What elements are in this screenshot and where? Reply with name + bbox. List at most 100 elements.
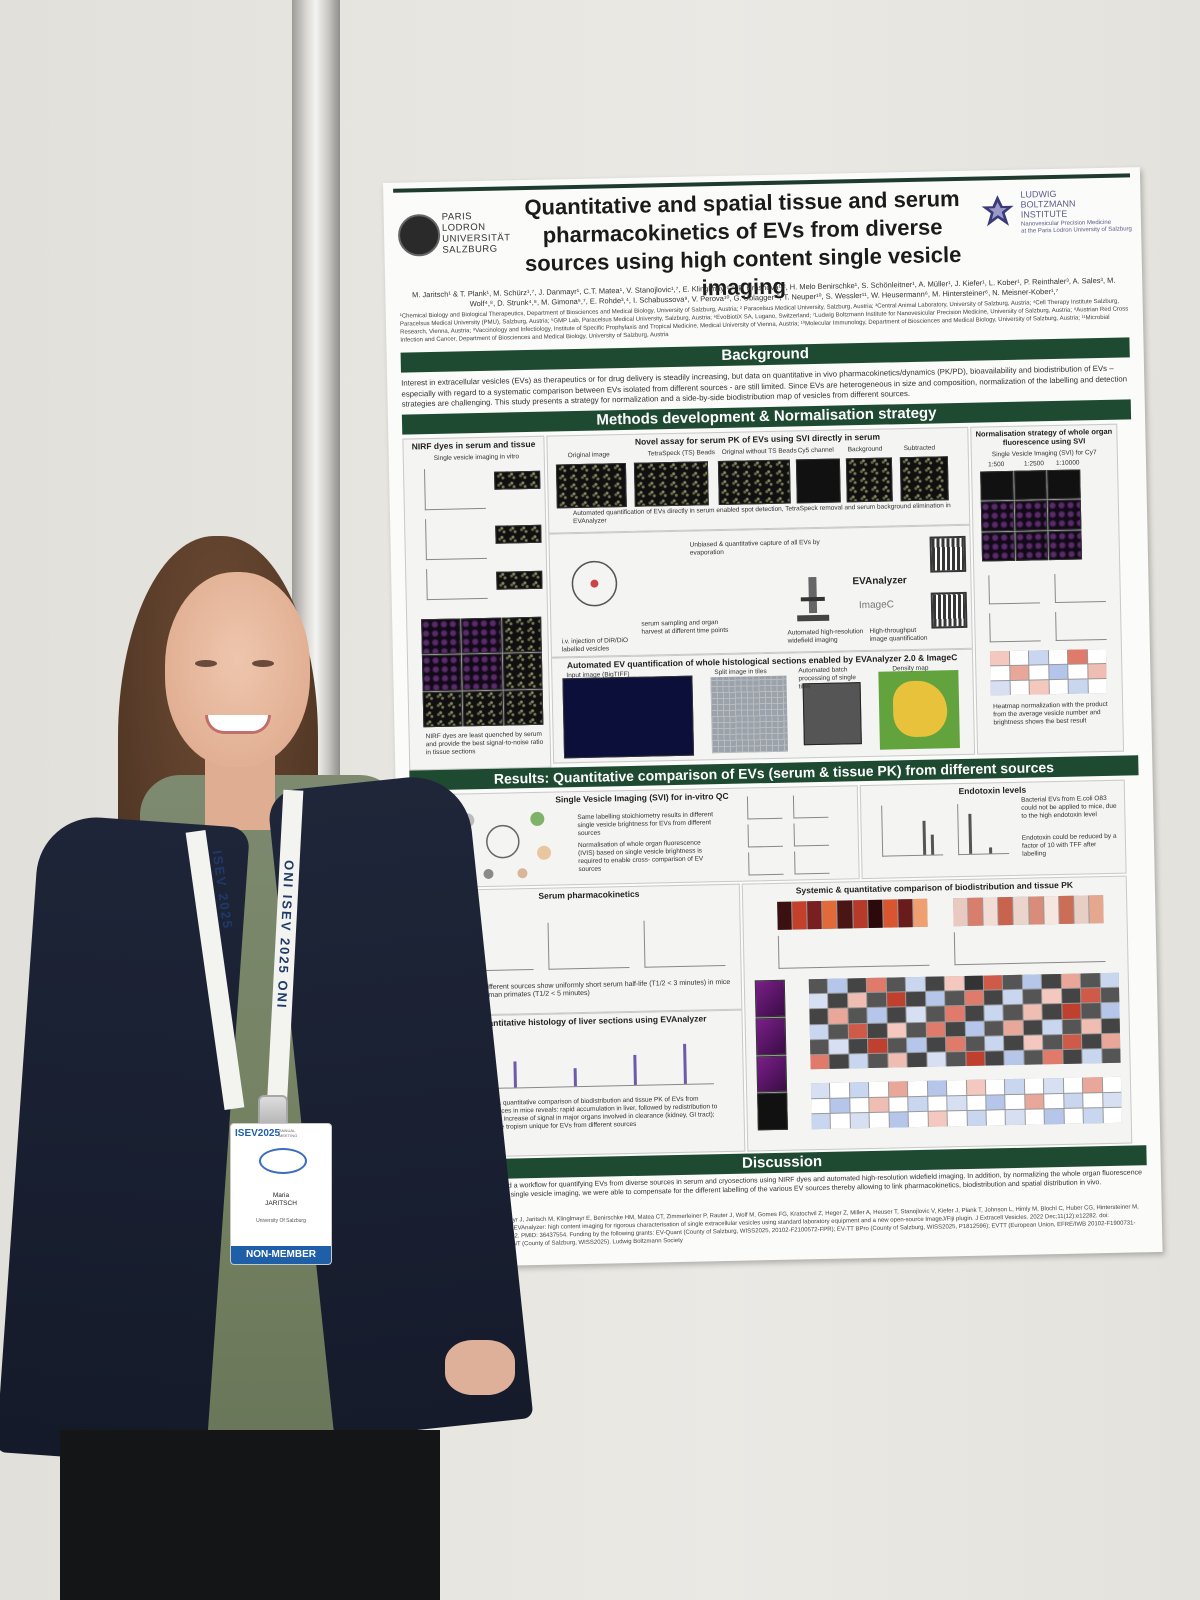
serum-pk-note: EVs from different sources show uniforml…	[452, 978, 731, 1000]
label-subtracted: Subtracted	[903, 444, 936, 453]
badge-logo-icon	[259, 1148, 307, 1174]
normalisation-chart-4	[1055, 610, 1107, 642]
tetraspeck-micrograph	[633, 461, 709, 507]
nirf-chart-1	[424, 467, 486, 511]
lbi-logo: LUDWIG BOLTZMANN INSTITUTE Nanovesicular…	[980, 185, 1132, 248]
tissue-section-grid	[421, 616, 544, 728]
serum-pk-title: Serum pharmacokinetics	[538, 888, 640, 901]
lbi-logo-text: LUDWIG BOLTZMANN INSTITUTE	[1020, 188, 1076, 220]
normalisation-chart-2	[1054, 572, 1106, 604]
label-without-beads: Original without TS Beads	[721, 447, 797, 456]
hand	[445, 1340, 515, 1395]
input-section-image	[562, 675, 695, 759]
ivis-image-strip-1	[777, 898, 928, 930]
label-split-tiles: Split image in tiles	[714, 668, 767, 677]
plus-salzburg-logo: PARIS LODRON UNIVERSITÄT SALZBURG	[397, 204, 511, 266]
serum-assay-note: Automated quantification of EVs directly…	[572, 502, 951, 526]
nirf-micrograph-1	[494, 470, 541, 490]
organ-heatmap	[808, 972, 1121, 1070]
svi-bullet-2: Normalisation of whole organ fluorescenc…	[577, 839, 704, 874]
svi-chart-6	[794, 850, 830, 875]
normalisation-note: Heatmap normalization with the product f…	[993, 700, 1108, 727]
nirf-title: NIRF dyes in serum and tissue	[411, 438, 536, 452]
normalisation-chart-3	[989, 612, 1041, 643]
badge-name: Maria JARITSCH	[265, 1192, 297, 1207]
label-input-image: Input image (BigTIFF)	[566, 670, 630, 680]
serum-pk-chart-2	[547, 921, 630, 970]
normalisation-chart-1	[988, 574, 1040, 605]
liver-histology-chart	[472, 1037, 714, 1090]
nirf-micrograph-3	[496, 570, 543, 590]
without-beads-micrograph	[717, 459, 791, 506]
evanalyzer-qr-code-icon[interactable]	[929, 535, 967, 573]
workflow-capture: Unbiased & quantitative capture of all E…	[689, 538, 820, 557]
imagec-qr-code-icon[interactable]	[930, 591, 968, 629]
normalisation-title: Normalisation strategy of whole organ fl…	[975, 426, 1113, 448]
svi-chart-2	[792, 794, 829, 819]
svi-title: Single Vesicle Imaging (SVI) for in-vitr…	[555, 790, 729, 805]
lbi-logo-subtitle: Nanovesicular Precision Medicine at the …	[1020, 219, 1132, 235]
ratio-3: 1:10000	[1055, 459, 1080, 467]
smile	[205, 715, 271, 734]
right-eye	[252, 660, 274, 667]
black-pants	[60, 1430, 440, 1600]
svi-panel: Single Vesicle Imaging (SVI) for in-vitr…	[425, 785, 860, 889]
biodistribution-chart-1	[777, 932, 930, 969]
label-tetraspeck: TetraSpeck (TS) Beads	[647, 449, 715, 458]
serum-assay-panel: Novel assay for serum PK of EVs using SV…	[546, 426, 971, 534]
label-original: Original image	[567, 451, 610, 460]
background-micrograph	[845, 457, 893, 503]
plus-logo-text: PARIS LODRON UNIVERSITÄT SALZBURG	[441, 211, 511, 256]
systemic-panel: Systemic & quantitative comparison of bi…	[741, 875, 1133, 1152]
endotoxin-chart-2	[957, 803, 1010, 856]
left-eye	[195, 660, 217, 667]
badge-member-type: NON-MEMBER	[231, 1246, 331, 1264]
serum-pk-chart-3	[643, 919, 726, 968]
endotoxin-panel: Endotoxin levels Bacterial EVs from E.co…	[859, 779, 1127, 880]
original-image-micrograph	[555, 462, 627, 509]
label-cy5: Cy5 channel	[797, 446, 834, 455]
nirf-chart-2	[425, 517, 487, 561]
ratio-2: 1:2500	[1023, 460, 1044, 468]
biodistribution-chart-2	[953, 929, 1106, 966]
systemic-title: Systemic & quantitative comparison of bi…	[795, 879, 1074, 896]
label-density-map: Density map	[892, 664, 929, 673]
label-batch: Automated batch processing of single til…	[798, 666, 856, 691]
batch-tiles-image	[802, 682, 862, 746]
mouse-organ-icon	[571, 560, 618, 607]
workflow-panel: i.v. injection of DiR/DiO labelled vesic…	[548, 524, 973, 658]
normalisation-heatmap	[989, 648, 1107, 696]
normalisation-subtitle: Single Vesicle Imaging (SVI) for Cy7	[991, 449, 1097, 459]
badge-event: ISEV2025	[235, 1128, 281, 1139]
nirf-chart-3	[426, 567, 488, 601]
workflow-imaging: Automated high-resolution widefield imag…	[787, 628, 864, 645]
face	[165, 572, 310, 767]
nirf-subtitle: Single vesicle imaging in vitro	[433, 453, 520, 462]
normalisation-panel: Normalisation strategy of whole organ fl…	[970, 423, 1125, 755]
ratio-1: 1:500	[987, 461, 1005, 469]
cy5-micrograph	[795, 458, 841, 504]
endotoxin-chart-1	[881, 804, 944, 857]
density-map-image	[878, 670, 960, 750]
svi-magenta-strip	[754, 979, 788, 1131]
conference-badge: ISEV2025 ANNUAL MEETING Maria JARITSCH U…	[230, 1123, 332, 1265]
imagec-logo-text: ImageC	[858, 599, 895, 612]
tissue-heatmap	[810, 1076, 1122, 1130]
badge-university: University Of Salzburg	[256, 1218, 306, 1224]
svi-chart-4	[793, 822, 829, 847]
svi-chart-5	[748, 851, 784, 876]
university-seal-icon	[397, 213, 441, 257]
label-background: Background	[847, 445, 883, 454]
lbi-star-icon	[981, 195, 1014, 227]
histology-panel: Automated EV quantification of whole his…	[550, 648, 976, 764]
endotoxin-bullet-2: Endotoxin could be reduced by a factor o…	[1021, 832, 1117, 858]
nirf-micrograph-2	[495, 524, 542, 544]
tiled-section-image	[710, 675, 788, 754]
workflow-sampling: serum sampling and organ harvest at diff…	[641, 619, 729, 636]
workflow-quantification: High-throughput image quantification	[869, 626, 928, 643]
svi-chart-1	[746, 795, 783, 820]
svi-chart-3	[747, 823, 783, 848]
workflow-injection: i.v. injection of DiR/DiO labelled vesic…	[561, 636, 629, 654]
evanalyzer-logo-text: EVAnalyzer	[852, 575, 907, 588]
subtracted-micrograph	[899, 456, 949, 502]
